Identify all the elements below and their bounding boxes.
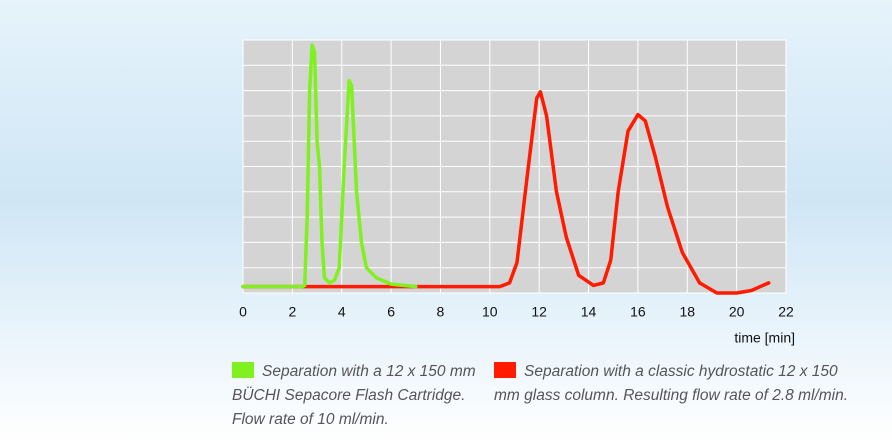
x-tick-label: 22 xyxy=(778,304,794,320)
x-tick-label: 4 xyxy=(338,304,346,320)
series-line xyxy=(241,43,418,289)
x-tick-label: 16 xyxy=(630,304,646,320)
x-tick-label: 2 xyxy=(288,304,296,320)
legend-swatch xyxy=(494,362,516,378)
legend-entry: Separation with a classic hydrostatic 12… xyxy=(494,360,864,408)
x-tick-label: 0 xyxy=(239,304,247,320)
x-axis-label: time [min] xyxy=(734,330,795,346)
legend-text: Separation with a classic hydrostatic 12… xyxy=(494,363,849,404)
x-tick-label: 20 xyxy=(729,304,745,320)
x-tick-label: 6 xyxy=(387,304,395,320)
series-line xyxy=(241,90,771,295)
x-tick-label: 18 xyxy=(679,304,695,320)
x-tick-label: 10 xyxy=(482,304,498,320)
x-tick-label: 14 xyxy=(581,304,597,320)
legend-text: Separation with a 12 x 150 mm BÜCHI Sepa… xyxy=(232,363,476,428)
x-tick-label: 12 xyxy=(531,304,547,320)
x-tick-label: 8 xyxy=(437,304,445,320)
legend-entry: Separation with a 12 x 150 mm BÜCHI Sepa… xyxy=(232,360,482,432)
legend-swatch xyxy=(232,362,254,378)
